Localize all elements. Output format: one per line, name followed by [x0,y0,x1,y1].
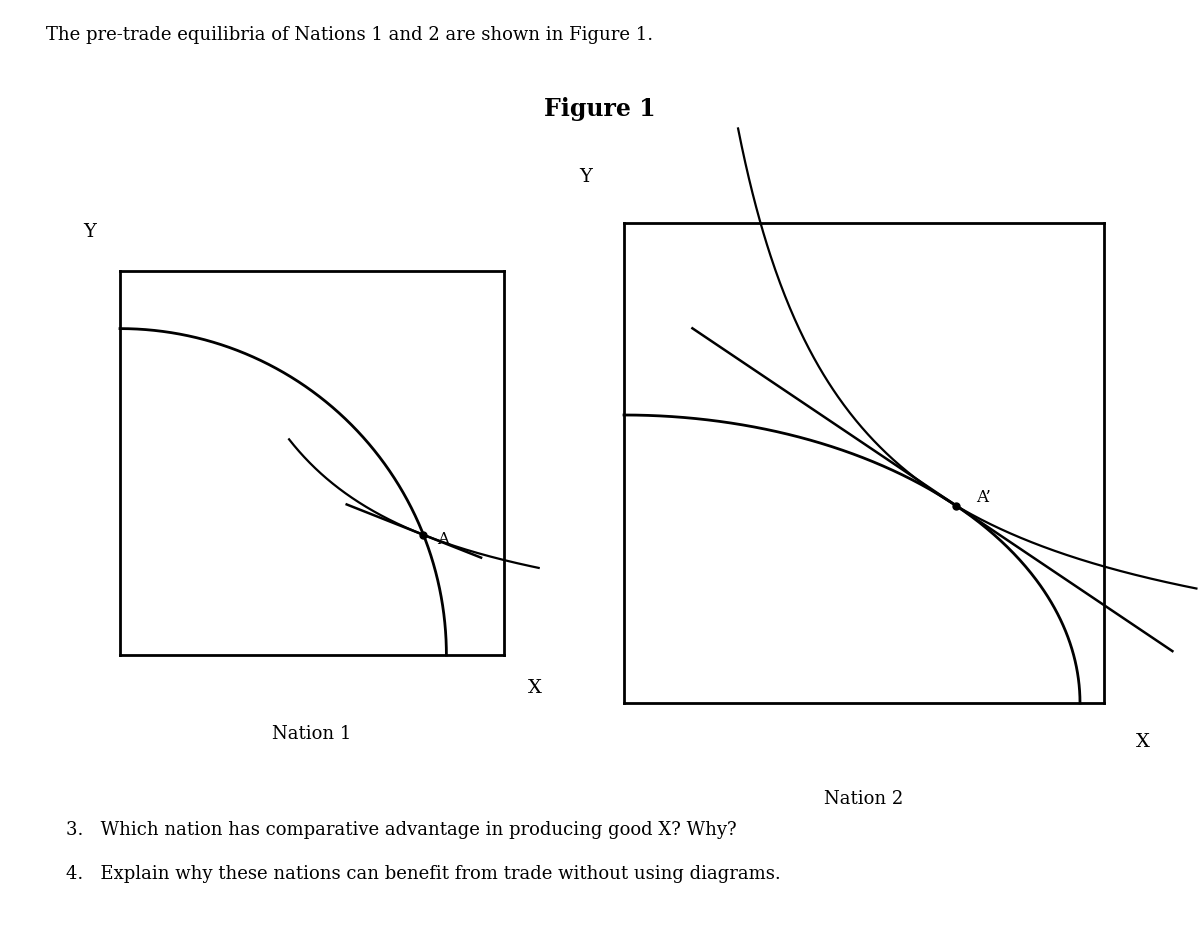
Text: Figure 1: Figure 1 [544,97,656,121]
Text: Nation 2: Nation 2 [824,790,904,807]
Text: 3.   Which nation has comparative advantage in producing good X? Why?: 3. Which nation has comparative advantag… [66,820,737,838]
Text: Y: Y [83,223,96,241]
Text: Nation 1: Nation 1 [272,724,352,743]
Text: A: A [437,530,449,547]
Text: X: X [1135,732,1150,750]
Text: The pre-trade equilibria of Nations 1 and 2 are shown in Figure 1.: The pre-trade equilibria of Nations 1 an… [46,26,653,44]
Text: A’: A’ [976,489,990,505]
Text: X: X [528,679,541,696]
Text: Y: Y [580,168,592,185]
Text: 4.   Explain why these nations can benefit from trade without using diagrams.: 4. Explain why these nations can benefit… [66,864,781,882]
